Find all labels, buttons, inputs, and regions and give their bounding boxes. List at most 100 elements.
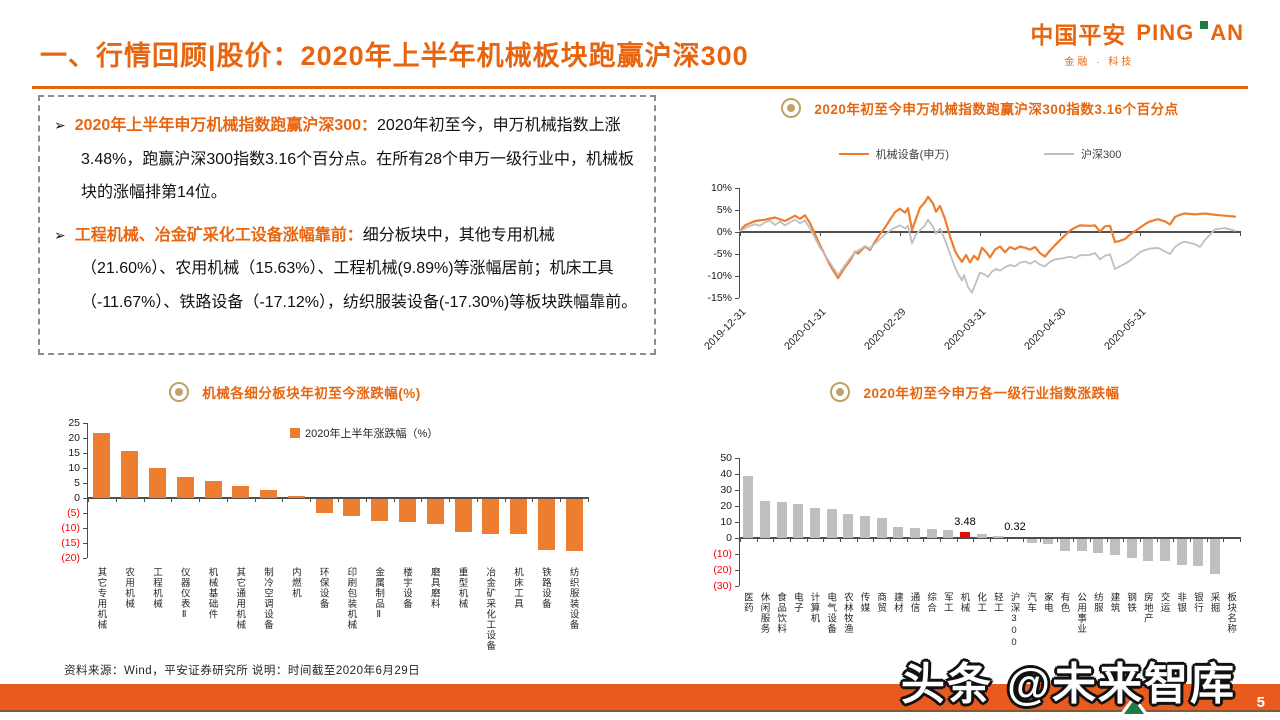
y-tick-label: 10 [68,462,80,474]
category-label: 农林牧渔 [841,592,853,634]
bar [1143,539,1154,562]
line-chart-title-row: 2020年初至今申万机械指数跑赢沪深300指数3.16个百分点 [700,98,1260,118]
y-tick [83,513,87,514]
y-tick [735,232,739,233]
y-tick [83,438,87,439]
bar [960,532,970,538]
category-label: 内燃机 [289,567,301,599]
bar [232,486,250,498]
x-tick [1056,537,1058,542]
x-tick [980,231,981,236]
x-tick [873,537,875,542]
x-tick [449,497,451,502]
y-tick [83,453,87,454]
legend: 2020年上半年涨跌幅（%） [290,425,438,441]
industry-index-bar-chart: 50 40 30 20 10 0 (10) (20) (30) 医药 休闲服务 食品饮料 电子 计算机 电气… [695,450,1280,710]
y-tick-label: 0% [716,226,732,238]
bar [910,528,920,538]
bar [1093,539,1104,553]
x-tick [115,497,117,502]
category-label: 机械 [958,592,970,613]
x-tick [906,537,908,542]
category-label: 板块名称 [1225,592,1237,634]
left-bar-chart-title-row: 机械各细分板块年初至今涨跌幅(%) [60,382,530,402]
y-tick-label: 50 [720,452,732,464]
x-tick [1140,231,1141,236]
bar [760,500,770,538]
x-tick [1073,537,1075,542]
bar [565,499,583,551]
x-tick [790,537,791,542]
bar [743,475,754,538]
bar [371,499,389,521]
bar [1210,539,1220,574]
x-tick [199,497,201,502]
x-tick [1006,537,1008,542]
y-tick-label: 20 [68,432,80,444]
y-tick [735,458,739,459]
y-axis [739,188,740,298]
green-triangle-inner [1124,700,1144,714]
bar [876,517,887,538]
category-label: 纺织服装设备 [567,567,579,630]
x-tick [1173,537,1175,542]
legend-swatch [838,152,869,156]
bar [893,527,904,538]
x-tick [990,537,991,542]
bar [926,529,937,538]
y-tick [83,528,87,529]
bar [454,499,472,532]
category-label: 建筑 [1108,592,1120,613]
bar [1010,537,1020,539]
y-tick-label: 40 [720,468,732,480]
page-title-prefix: 一、行情回顾|股价： [40,41,301,71]
bullseye-icon [169,382,190,402]
category-label: 磨具磨料 [428,567,440,609]
category-label: 机械基础件 [206,567,218,620]
category-label: 金属制品Ⅱ [373,567,385,621]
y-tick-label: -15% [707,292,732,304]
x-tick [560,497,562,502]
x-tick [940,537,941,542]
y-tick-label: (20) [61,552,80,564]
category-label: 印刷包装机械 [345,567,357,630]
x-tick [1240,231,1241,236]
y-tick [735,298,739,299]
y-tick-label: (5) [67,507,80,519]
category-label: 农用机械 [123,567,135,609]
category-label: 休闲服务 [758,592,770,634]
category-label: 非银 [1175,592,1187,613]
category-label: 纺服 [1091,592,1103,613]
category-label: 家电 [1041,592,1053,613]
x-tick [1123,537,1125,542]
category-label: 商贸 [875,592,887,613]
bullet-body: 细分板块中，其他专用机械（21.60%）、农用机械（15.63%）、工程机械(9… [81,226,638,311]
category-label: 机床工具 [512,567,524,609]
y-tick [83,558,87,559]
category-label: 重型机械 [456,567,468,609]
bullseye-icon [781,98,802,118]
summary-text-box: ➢ 2020年上半年申万机械指数跑赢沪深300：2020年初至今，申万机械指数上涨… [38,95,656,355]
category-label: 钢铁 [1125,592,1137,613]
bar [426,499,444,524]
x-tick [900,231,901,236]
legend-label: 2020年上半年涨跌幅（%） [305,428,439,440]
logo-green-square-icon [1200,21,1209,29]
right-bar-chart-title: 2020年初至今申万各一级行业指数涨跌幅 [863,386,1120,401]
y-tick [83,468,87,469]
category-label: 房地产 [1141,592,1153,624]
category-label: 化工 [975,592,987,613]
legend-label: 沪深300 [1080,149,1122,161]
left-bar-chart-title: 机械各细分板块年初至今涨跌幅(%) [202,386,421,401]
bar [1026,539,1037,543]
category-label: 有色 [1058,592,1070,613]
bullet-item: ➢ 工程机械、冶金矿采化工设备涨幅靠前：细分板块中，其他专用机械（21.60%）、… [54,219,640,320]
bar [1193,539,1204,566]
y-tick [83,543,87,544]
x-tick [756,537,758,542]
y-axis [87,423,88,558]
category-label: 汽车 [1025,592,1037,613]
y-tick [735,188,739,189]
y-tick-label: 5 [74,477,80,489]
bar [843,514,854,538]
